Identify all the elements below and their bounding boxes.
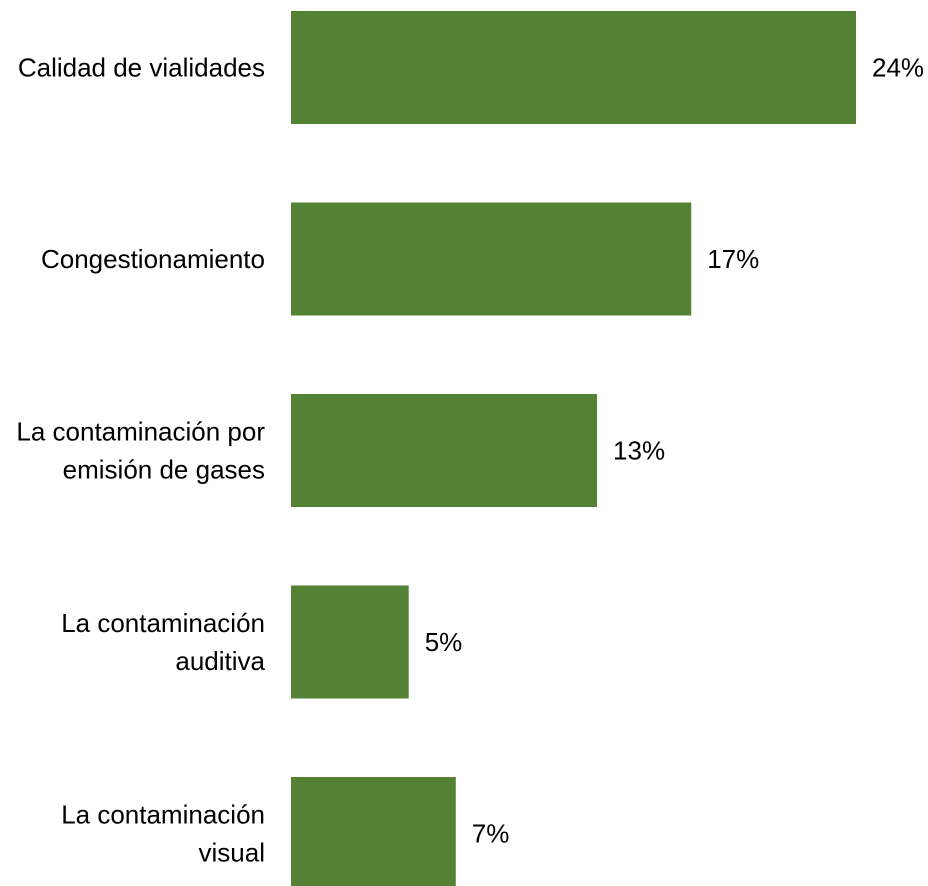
value-label: 24% [872, 53, 924, 83]
category-label-line: La contaminación [61, 608, 265, 638]
category-label: La contaminación por emisión de gases [16, 417, 265, 485]
bar [291, 202, 692, 316]
bar [291, 777, 456, 886]
category-label: La contaminación auditiva [61, 608, 265, 676]
category-label-line: Congestionamiento [41, 244, 265, 274]
category-label: Calidad de vialidades [18, 53, 265, 83]
value-label: 7% [472, 819, 510, 849]
value-label: 13% [613, 436, 665, 466]
category-label-line: La contaminación por [16, 417, 265, 447]
category-label-line: visual [199, 838, 265, 868]
category-labels-group: Calidad de vialidades Congestionamiento La… [16, 53, 265, 868]
bar [291, 11, 856, 124]
category-label-line: Calidad de vialidades [18, 53, 265, 83]
category-label-line: La contaminación [61, 800, 265, 830]
bars-group [291, 11, 856, 886]
category-label: Congestionamiento [41, 244, 265, 274]
category-label-line: auditiva [175, 646, 265, 676]
bar [291, 394, 598, 507]
bar [291, 585, 409, 699]
category-label-line: emisión de gases [63, 455, 265, 485]
value-label: 5% [425, 627, 463, 657]
value-label: 17% [707, 244, 759, 274]
value-labels-group: 24% 17% 13% 5% 7% [425, 53, 924, 849]
category-label: La contaminación visual [61, 800, 265, 868]
